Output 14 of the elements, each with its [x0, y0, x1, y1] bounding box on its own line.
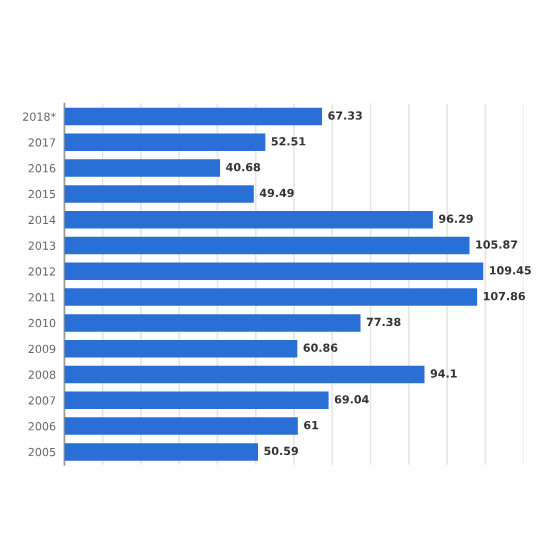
- bar: [64, 288, 478, 306]
- bar: [64, 314, 361, 332]
- bar: [64, 185, 254, 203]
- bar: [64, 210, 433, 229]
- bar: [64, 417, 298, 435]
- bar: [64, 391, 329, 410]
- bar: [64, 133, 266, 152]
- bar: [64, 339, 298, 358]
- bar: [64, 443, 258, 461]
- bar: [64, 107, 323, 126]
- bar: [64, 365, 425, 384]
- bar: [64, 159, 221, 177]
- bar: [64, 262, 484, 281]
- bar: [64, 236, 470, 255]
